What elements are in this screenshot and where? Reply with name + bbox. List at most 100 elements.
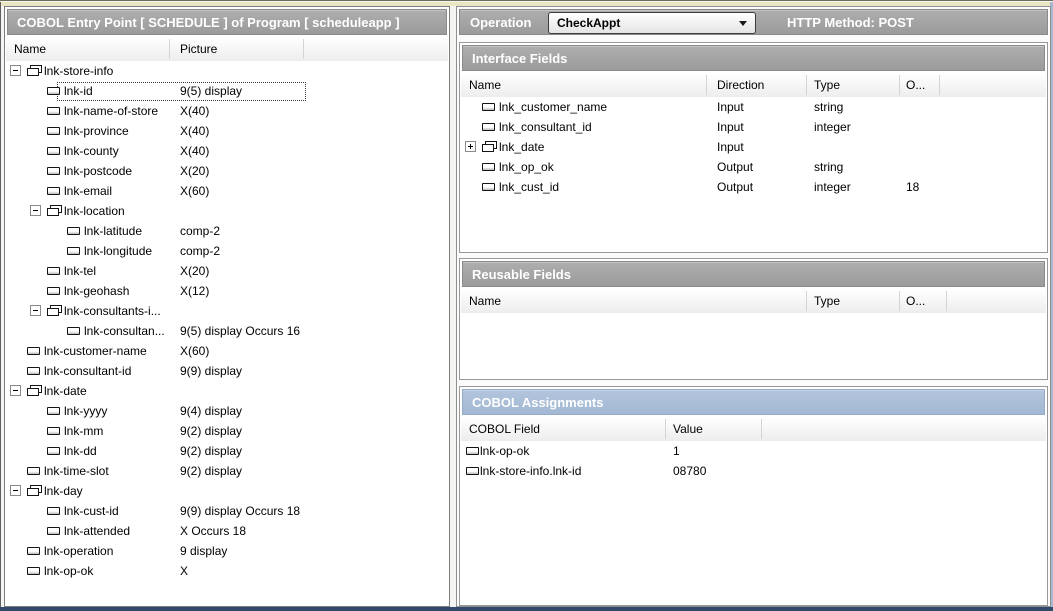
interface-field-row[interactable]: lnk_date Input [461, 137, 1046, 157]
field-icon [67, 247, 80, 255]
field-icon [27, 347, 40, 355]
table-row[interactable]: lnk-cust-id 9(9) display Occurs 18 [6, 501, 448, 521]
cobol-entry-panel: COBOL Entry Point [ SCHEDULE ] of Progra… [4, 6, 450, 607]
field-picture: 9(5) display [180, 84, 243, 98]
assignment-row[interactable]: lnk-store-info.lnk-id 08780 [461, 461, 1046, 481]
table-row[interactable]: lnk-consultan... 9(5) display Occurs 16 [6, 321, 448, 341]
table-row[interactable]: lnk-date [6, 381, 448, 401]
table-row[interactable]: lnk-id 9(5) display [6, 81, 448, 101]
table-row[interactable]: lnk-attended X Occurs 18 [6, 521, 448, 541]
field-direction: Output [717, 160, 754, 174]
table-row[interactable]: lnk-consultant-id 9(9) display [6, 361, 448, 381]
column-separator [806, 291, 807, 311]
field-direction: Input [717, 120, 744, 134]
column-separator [706, 75, 707, 95]
field-icon [27, 567, 40, 575]
field-name: lnk-consultant-id [44, 364, 132, 378]
table-row[interactable]: lnk-location [6, 201, 448, 221]
field-icon [47, 447, 60, 455]
operation-select[interactable]: CheckAppt [548, 12, 756, 34]
window-left-edge [0, 2, 1, 607]
table-row[interactable]: lnk-store-info [6, 61, 448, 81]
table-row[interactable]: lnk-county X(40) [6, 141, 448, 161]
table-row[interactable]: lnk-province X(40) [6, 121, 448, 141]
field-picture: 9(9) display [180, 364, 243, 378]
field-name: lnk-location [64, 204, 125, 218]
field-name: lnk-time-slot [44, 464, 109, 478]
column-separator [899, 291, 900, 311]
collapse-minus-icon[interactable] [30, 305, 41, 316]
table-row[interactable]: lnk-day [6, 481, 448, 501]
field-icon [47, 107, 60, 115]
table-row[interactable]: lnk-geohash X(12) [6, 281, 448, 301]
column-header-picture[interactable]: Picture [180, 42, 218, 56]
table-row[interactable]: lnk-email X(60) [6, 181, 448, 201]
field-name: lnk_op_ok [499, 160, 554, 174]
field-picture: 9(2) display [180, 464, 243, 478]
interface-field-row[interactable]: lnk_consultant_id Input integer [461, 117, 1046, 137]
field-icon [27, 367, 40, 375]
cobol-assignments-table: lnk-op-ok 1 lnk-store-info.lnk-id 08780 [461, 441, 1046, 604]
column-header-value[interactable]: Value [673, 422, 703, 436]
expand-plus-icon[interactable] [465, 141, 476, 152]
table-row[interactable]: lnk-name-of-store X(40) [6, 101, 448, 121]
column-header-direction[interactable]: Direction [717, 78, 765, 92]
interface-field-row[interactable]: lnk_cust_id Output integer 18 [461, 177, 1046, 197]
column-header-type[interactable]: Type [814, 78, 841, 92]
table-row[interactable]: lnk-time-slot 9(2) display [6, 461, 448, 481]
field-name: lnk-latitude [84, 224, 143, 238]
field-icon [466, 447, 479, 455]
table-row[interactable]: lnk-longitude comp-2 [6, 241, 448, 261]
collapse-minus-icon[interactable] [10, 485, 21, 496]
field-type: string [814, 100, 844, 114]
field-icon [27, 467, 40, 475]
page-title: COBOL Entry Point [ SCHEDULE ] of Progra… [17, 14, 400, 30]
cobol-assignments-section: COBOL Assignments COBOL Field Value lnk-… [459, 386, 1048, 606]
column-header-name[interactable]: Name [469, 78, 502, 92]
operation-selected-value: CheckAppt [557, 16, 621, 30]
field-name: lnk-cust-id [64, 504, 119, 518]
table-row[interactable]: lnk-consultants-i... [6, 301, 448, 321]
assignment-value: 08780 [673, 464, 707, 478]
field-name: lnk-consultan... [84, 324, 165, 338]
table-row[interactable]: lnk-operation 9 display [6, 541, 448, 561]
collapse-minus-icon[interactable] [10, 385, 21, 396]
column-header-name[interactable]: Name [14, 42, 47, 56]
column-header-cobol-field[interactable]: COBOL Field [469, 422, 540, 436]
table-row[interactable]: lnk-tel X(20) [6, 261, 448, 281]
operation-panel: Operation CheckAppt HTTP Method: POST In… [456, 6, 1051, 607]
table-row[interactable]: lnk-customer-name X(60) [6, 341, 448, 361]
table-row[interactable]: lnk-op-ok X [6, 561, 448, 581]
table-row[interactable]: lnk-postcode X(20) [6, 161, 448, 181]
field-picture: 9(9) display Occurs 18 [180, 504, 301, 518]
field-name: lnk-dd [64, 444, 97, 458]
field-picture: 9(4) display [180, 404, 243, 418]
field-name: lnk-attended [64, 524, 131, 538]
table-row[interactable]: lnk-dd 9(2) display [6, 441, 448, 461]
collapse-minus-icon[interactable] [10, 65, 21, 76]
column-header-occurs[interactable]: O... [906, 78, 926, 92]
reusable-fields-table [461, 313, 1046, 378]
field-type: integer [814, 180, 851, 194]
column-header-type[interactable]: Type [814, 294, 841, 308]
assignment-field: lnk-op-ok [480, 444, 530, 458]
operation-label: Operation [470, 15, 532, 30]
field-name: lnk-geohash [64, 284, 130, 298]
column-header-name[interactable]: Name [469, 294, 502, 308]
collapse-minus-icon[interactable] [30, 205, 41, 216]
table-row[interactable]: lnk-latitude comp-2 [6, 221, 448, 241]
field-name: lnk_customer_name [499, 100, 608, 114]
field-icon [47, 147, 60, 155]
assignment-row[interactable]: lnk-op-ok 1 [461, 441, 1046, 461]
interface-field-row[interactable]: lnk_op_ok Output string [461, 157, 1046, 177]
column-header-occurs[interactable]: O... [906, 294, 926, 308]
field-type: string [814, 160, 844, 174]
field-icon [47, 267, 60, 275]
interface-field-row[interactable]: lnk_customer_name Input string [461, 97, 1046, 117]
group-field-icon [482, 141, 498, 153]
field-picture: X(40) [180, 124, 210, 138]
field-icon [482, 183, 495, 191]
section-title: COBOL Assignments [472, 394, 604, 410]
table-row[interactable]: lnk-mm 9(2) display [6, 421, 448, 441]
table-row[interactable]: lnk-yyyy 9(4) display [6, 401, 448, 421]
